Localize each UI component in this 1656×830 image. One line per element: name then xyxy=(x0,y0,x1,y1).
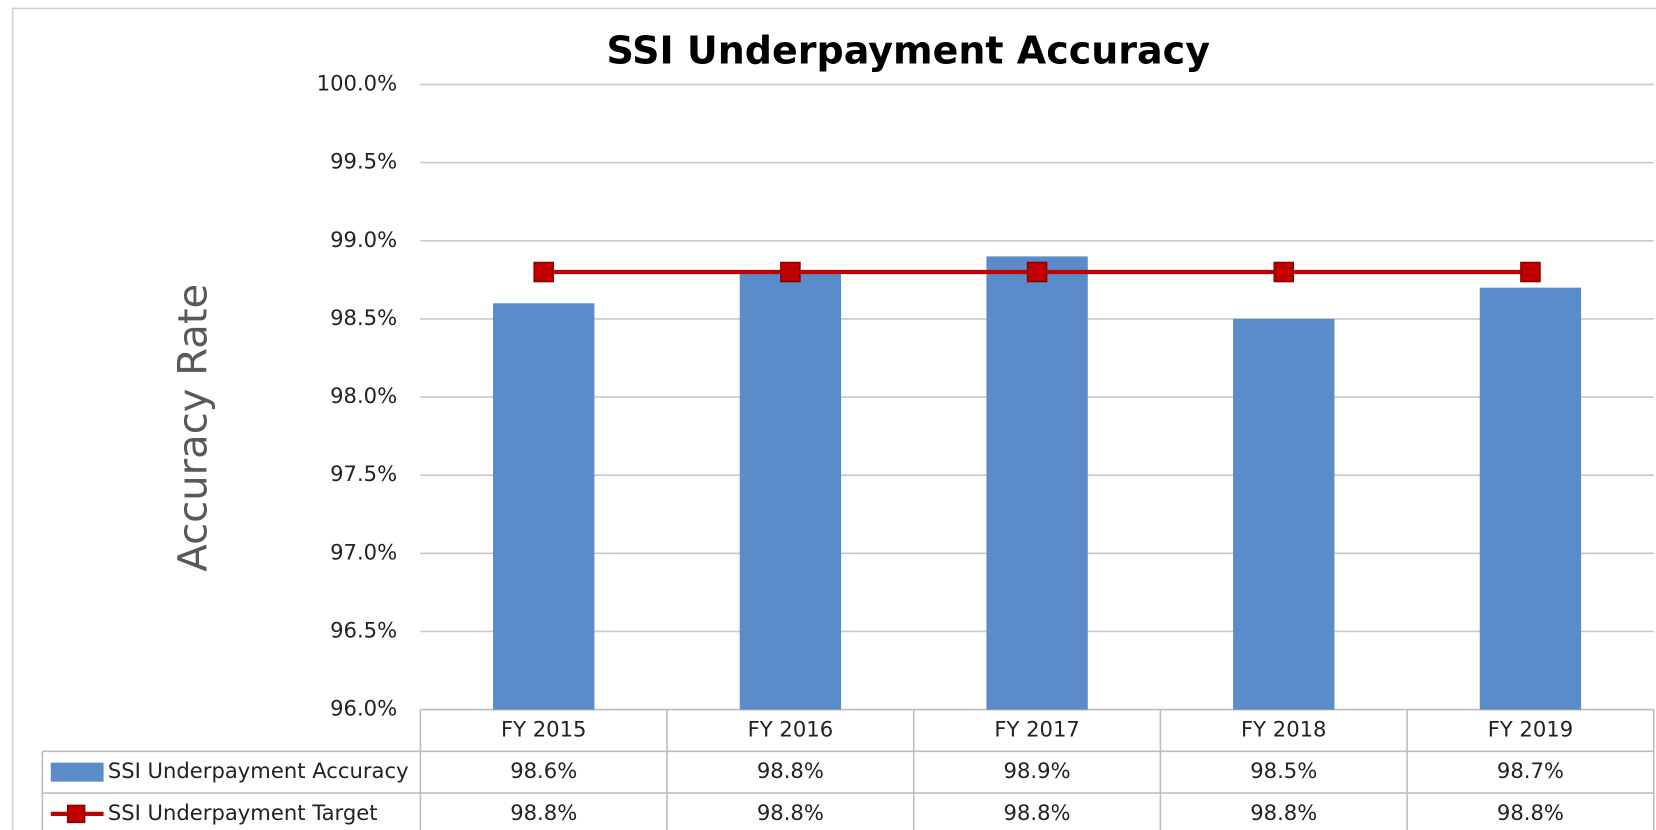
y-tick-label: 96.0% xyxy=(330,696,397,721)
x-tick-label: FY 2019 xyxy=(1488,716,1573,741)
y-tick-label: 100.0% xyxy=(317,70,398,95)
y-tick-label: 99.0% xyxy=(330,227,397,252)
y-tick-label: 98.5% xyxy=(330,305,397,330)
bar xyxy=(493,303,595,710)
x-tick-label: FY 2015 xyxy=(501,716,586,741)
bar xyxy=(986,256,1088,710)
x-tick-label: FY 2016 xyxy=(748,716,833,741)
x-tick-label: FY 2018 xyxy=(1241,716,1326,741)
table-value: 98.5% xyxy=(1250,758,1317,783)
bar xyxy=(1479,287,1582,710)
y-tick-label: 97.0% xyxy=(330,539,397,564)
line-marker xyxy=(1520,261,1541,283)
legend-label: SSI Underpayment Accuracy xyxy=(108,758,409,783)
y-tick-label: 97.5% xyxy=(330,461,397,486)
y-tick-label: 98.0% xyxy=(330,383,397,408)
table-value: 98.6% xyxy=(510,758,577,783)
table-value: 98.9% xyxy=(1004,758,1071,783)
chart-title: SSI Underpayment Accuracy xyxy=(607,28,1211,72)
line-marker xyxy=(1026,261,1048,283)
table-value: 98.8% xyxy=(1004,800,1071,825)
legend-label: SSI Underpayment Target xyxy=(108,800,378,825)
table-value: 98.8% xyxy=(510,800,577,825)
y-tick-label: 96.5% xyxy=(330,617,397,642)
legend-swatch xyxy=(50,762,104,782)
legend-marker xyxy=(66,804,86,824)
bar xyxy=(739,272,842,710)
table-value: 98.8% xyxy=(1497,800,1564,825)
y-axis-label: Accuracy Rate xyxy=(170,284,216,572)
table-value: 98.7% xyxy=(1497,758,1564,783)
table-value: 98.8% xyxy=(757,800,824,825)
y-tick-label: 99.5% xyxy=(330,149,397,174)
bar xyxy=(1233,318,1335,710)
line-marker xyxy=(533,261,555,283)
line-marker xyxy=(780,261,801,283)
x-tick-label: FY 2017 xyxy=(994,716,1079,741)
line-marker xyxy=(1273,261,1295,283)
table-value: 98.8% xyxy=(1250,800,1317,825)
table-value: 98.8% xyxy=(757,758,824,783)
